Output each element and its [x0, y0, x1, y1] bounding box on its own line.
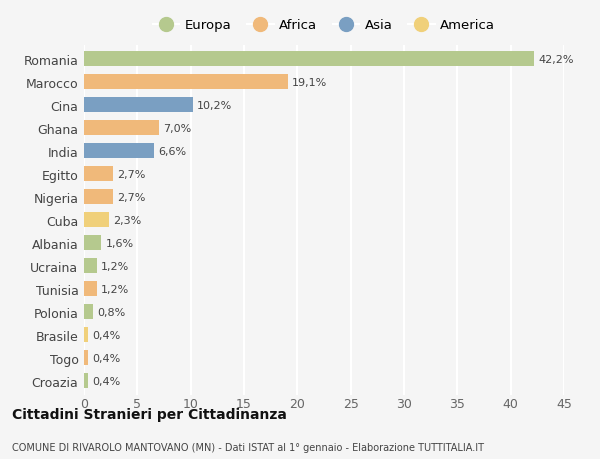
Bar — [84, 52, 534, 67]
Text: 42,2%: 42,2% — [538, 55, 574, 65]
Text: 10,2%: 10,2% — [197, 101, 232, 111]
Text: 1,6%: 1,6% — [106, 238, 133, 248]
Text: 1,2%: 1,2% — [101, 284, 130, 294]
Text: 0,8%: 0,8% — [97, 307, 125, 317]
Bar — [84, 144, 154, 159]
Bar — [84, 75, 288, 90]
Text: 0,4%: 0,4% — [92, 376, 121, 386]
Bar — [84, 167, 113, 182]
Text: 1,2%: 1,2% — [101, 261, 130, 271]
Bar — [84, 259, 97, 274]
Text: 0,4%: 0,4% — [92, 330, 121, 340]
Bar — [84, 305, 92, 319]
Bar — [84, 121, 158, 136]
Text: 7,0%: 7,0% — [163, 123, 191, 134]
Bar — [84, 190, 113, 205]
Bar — [84, 374, 88, 388]
Text: COMUNE DI RIVAROLO MANTOVANO (MN) - Dati ISTAT al 1° gennaio - Elaborazione TUTT: COMUNE DI RIVAROLO MANTOVANO (MN) - Dati… — [12, 442, 484, 452]
Text: 2,7%: 2,7% — [117, 192, 145, 202]
Text: 2,3%: 2,3% — [113, 215, 141, 225]
Text: 19,1%: 19,1% — [292, 78, 327, 88]
Bar — [84, 213, 109, 228]
Text: Cittadini Stranieri per Cittadinanza: Cittadini Stranieri per Cittadinanza — [12, 407, 287, 421]
Bar — [84, 351, 88, 365]
Text: 2,7%: 2,7% — [117, 169, 145, 179]
Text: 6,6%: 6,6% — [158, 146, 187, 157]
Text: 0,4%: 0,4% — [92, 353, 121, 363]
Bar — [84, 236, 101, 251]
Bar — [84, 98, 193, 113]
Bar — [84, 282, 97, 297]
Legend: Europa, Africa, Asia, America: Europa, Africa, Asia, America — [153, 19, 495, 32]
Bar — [84, 328, 88, 342]
